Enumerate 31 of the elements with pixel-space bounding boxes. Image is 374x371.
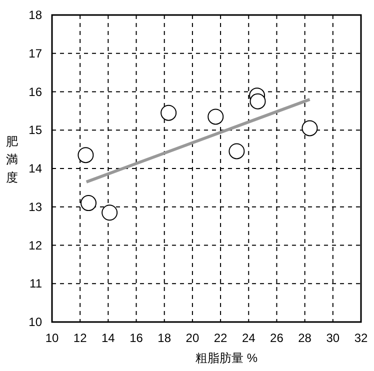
x-tick-label: 32 bbox=[354, 331, 368, 345]
x-tick-label: 14 bbox=[102, 331, 116, 345]
point bbox=[250, 93, 266, 110]
x-tick-label: 24 bbox=[242, 331, 256, 345]
x-tick-label: 30 bbox=[326, 331, 340, 345]
point bbox=[302, 120, 318, 136]
x-axis-title: 粗脂肪量 % bbox=[195, 351, 258, 365]
y-tick-label: 15 bbox=[28, 123, 42, 138]
y-tick-label: 18 bbox=[28, 8, 42, 22]
x-tick-label: 10 bbox=[45, 331, 59, 345]
y-tick-label: 17 bbox=[28, 46, 42, 60]
x-tick-label: 28 bbox=[298, 331, 312, 345]
point bbox=[160, 104, 177, 121]
point bbox=[102, 204, 118, 221]
point bbox=[208, 108, 224, 125]
y-tick-label: 10 bbox=[28, 315, 42, 329]
x-tick-label: 20 bbox=[186, 331, 200, 345]
x-tick-label: 22 bbox=[214, 331, 228, 345]
y-tick-label: 14 bbox=[28, 162, 42, 176]
x-tick-label: 16 bbox=[130, 331, 144, 345]
x-tick-label: 26 bbox=[270, 331, 284, 345]
y-tick-label: 16 bbox=[28, 84, 42, 99]
point bbox=[80, 195, 97, 212]
y-tick-label: 11 bbox=[30, 276, 42, 291]
y-axis-title: 肥満度 bbox=[6, 134, 18, 184]
x-tick-label: 12 bbox=[73, 331, 88, 345]
point bbox=[228, 143, 245, 160]
y-tick-label: 13 bbox=[28, 200, 42, 214]
y-tick-label: 12 bbox=[28, 238, 42, 252]
x-tick-label: 18 bbox=[158, 331, 172, 345]
point bbox=[78, 147, 94, 164]
